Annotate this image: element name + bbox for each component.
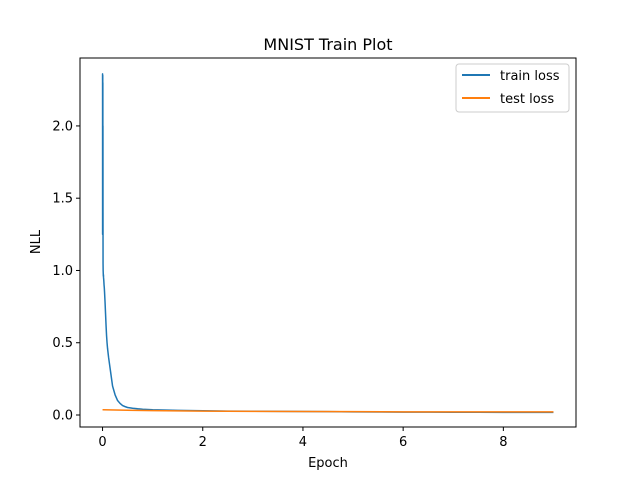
chart-title: MNIST Train Plot [263, 35, 392, 54]
y-tick-label: 2.0 [52, 119, 73, 134]
x-tick-label: 6 [399, 435, 407, 450]
x-tick-label: 8 [499, 435, 507, 450]
x-tick-label: 0 [98, 435, 106, 450]
legend-label-train-loss: train loss [500, 69, 560, 84]
series-line-test-loss [102, 409, 554, 413]
y-axis-label: NLL [29, 229, 44, 254]
y-axis-ticks: 0.0 0.5 1.0 1.5 2.0 [52, 119, 80, 424]
legend-label-test-loss: test loss [500, 92, 554, 107]
x-axis-ticks: 0 2 4 6 8 [98, 427, 507, 450]
legend: train loss test loss [455, 63, 570, 113]
x-axis-label: Epoch [308, 456, 348, 471]
x-tick-label: 2 [199, 435, 207, 450]
x-tick-label: 4 [299, 435, 307, 450]
y-tick-label: 1.5 [52, 192, 73, 207]
y-tick-label: 1.0 [52, 264, 73, 279]
y-tick-label: 0.0 [52, 409, 73, 424]
series-layer [101, 73, 554, 414]
plot-area [79, 57, 577, 428]
y-tick-label: 0.5 [52, 336, 73, 351]
axes-frame [79, 57, 577, 428]
